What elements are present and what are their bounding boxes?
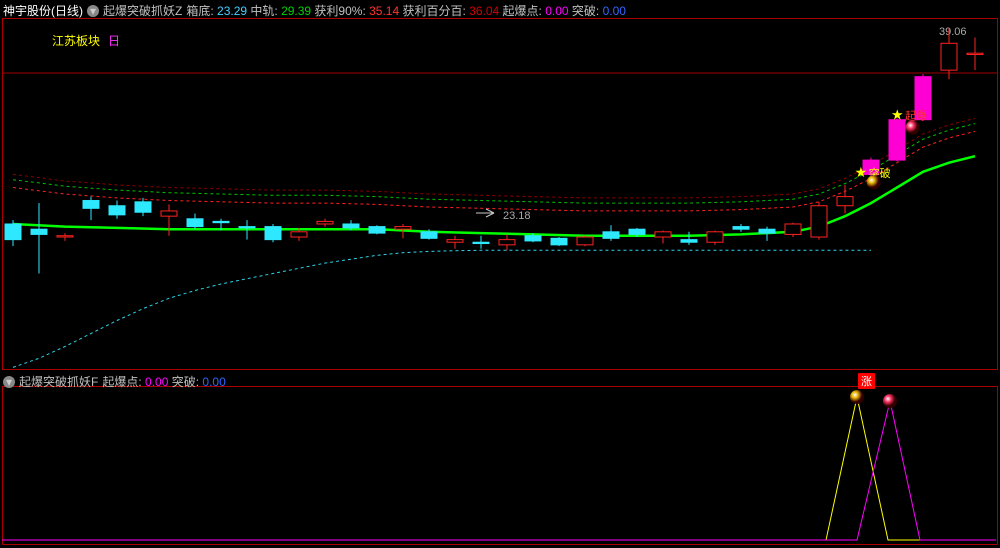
svg-text:★: ★	[855, 164, 868, 180]
svg-text:起爆: 起爆	[905, 108, 927, 122]
svg-text:★: ★	[891, 106, 904, 122]
root: 神宇股份(日线) ▾ 起爆突破抓妖Z 箱底: 23.29 中轨: 29.39 获…	[0, 0, 1000, 548]
chart-svg[interactable]: ★突破★起爆	[0, 0, 1000, 548]
